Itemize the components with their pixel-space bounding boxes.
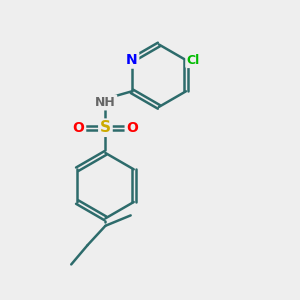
Text: N: N [126, 53, 138, 67]
Text: O: O [73, 121, 85, 135]
Text: O: O [126, 121, 138, 135]
Text: Cl: Cl [187, 54, 200, 67]
Text: S: S [100, 120, 111, 135]
Text: NH: NH [95, 96, 116, 109]
